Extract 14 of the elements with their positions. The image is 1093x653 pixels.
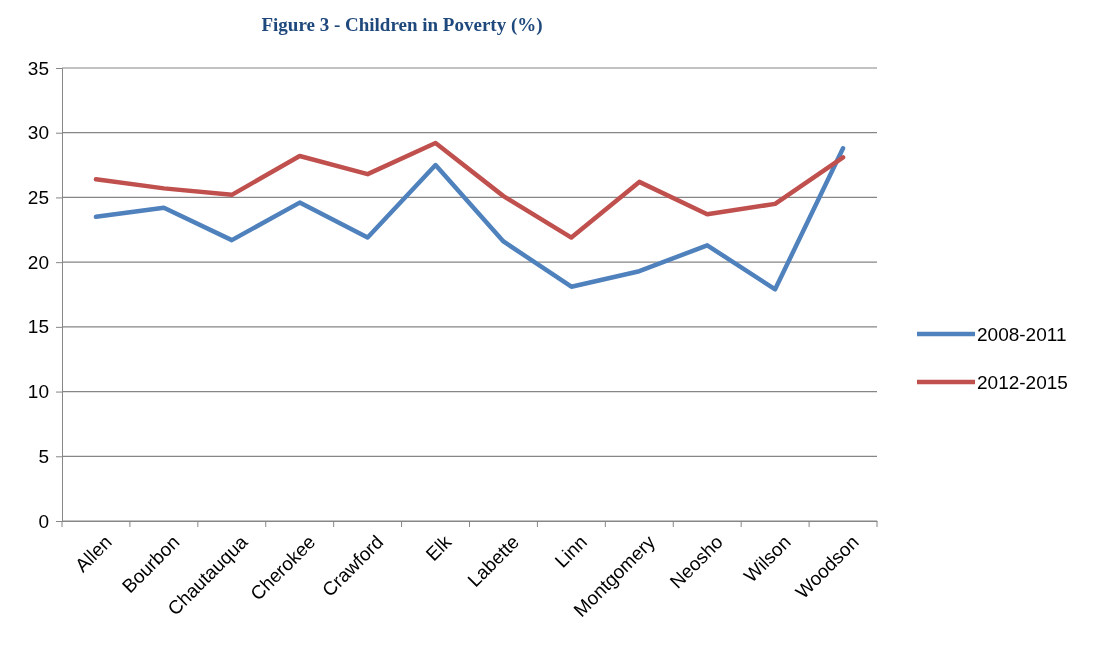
chart-title: Figure 3 - Children in Poverty (%) [261,14,543,36]
legend-label: 2012-2015 [977,372,1068,393]
y-tick-label: 10 [27,381,49,403]
x-tick-label: Elk [421,530,456,565]
y-tick-label: 25 [27,187,49,209]
line-series [93,140,846,240]
legend-label: 2008-2011 [977,324,1067,345]
line-series [93,146,846,292]
y-tick-label: 0 [38,510,49,532]
y-tick-label: 5 [38,445,49,467]
y-tick-label: 35 [27,57,49,79]
y-tick-label: 20 [27,251,49,273]
y-tick-label: 15 [27,316,49,338]
y-tick-label: 30 [27,122,49,144]
